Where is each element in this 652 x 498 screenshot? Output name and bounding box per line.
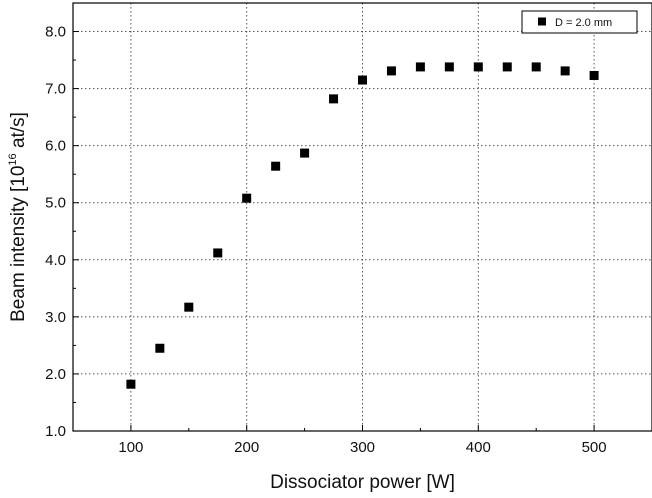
data-point — [242, 193, 252, 203]
y-tick-label: 3.0 — [45, 309, 66, 326]
y-tick-label: 8.0 — [45, 24, 66, 41]
y-tick-label: 1.0 — [45, 423, 66, 440]
data-point — [386, 66, 396, 76]
data-point — [271, 161, 281, 171]
plot-frame — [72, 2, 652, 432]
y-tick-label: 4.0 — [45, 252, 66, 269]
y-tick-label: 7.0 — [45, 81, 66, 98]
y-axis-title-suffix: at/s] — [8, 112, 29, 153]
y-tick-labels: 1.0 2.0 3.0 4.0 5.0 6.0 7.0 8.0 — [45, 24, 66, 440]
x-tick-label: 300 — [350, 439, 375, 456]
legend-label: D = 2.0 mm — [555, 17, 612, 29]
data-point — [560, 66, 570, 76]
y-axis-title: Beam intensity [1016 at/s] — [7, 112, 29, 322]
data-point — [300, 148, 310, 158]
data-point — [184, 302, 194, 312]
y-axis-title-prefix: Beam intensity [10 — [8, 166, 29, 322]
y-tick-label: 5.0 — [45, 195, 66, 212]
y-tick-label: 6.0 — [45, 138, 66, 155]
data-point — [358, 75, 367, 85]
data-point — [531, 62, 541, 72]
y-tick-label: 2.0 — [45, 366, 66, 383]
x-tick-labels: 100 200 300 400 500 — [118, 439, 606, 456]
data-point — [329, 94, 339, 104]
legend-box — [521, 10, 638, 34]
legend: D = 2.0 mm — [521, 10, 638, 34]
data-point — [213, 248, 223, 258]
data-point — [155, 343, 165, 353]
data-point — [473, 62, 483, 72]
x-tick-label: 500 — [582, 439, 607, 456]
data-point — [502, 62, 512, 72]
x-axis-title: Dissociator power [W] — [270, 472, 455, 493]
data-point — [126, 379, 136, 389]
x-tick-label: 100 — [118, 439, 143, 456]
data-point — [589, 70, 599, 80]
data-point — [415, 62, 425, 72]
x-tick-label: 200 — [234, 439, 259, 456]
y-axis-title-superscript: 16 — [7, 153, 19, 165]
data-points — [126, 62, 599, 389]
legend-marker-square — [538, 17, 546, 26]
data-point — [444, 62, 454, 72]
x-tick-label: 400 — [466, 439, 491, 456]
